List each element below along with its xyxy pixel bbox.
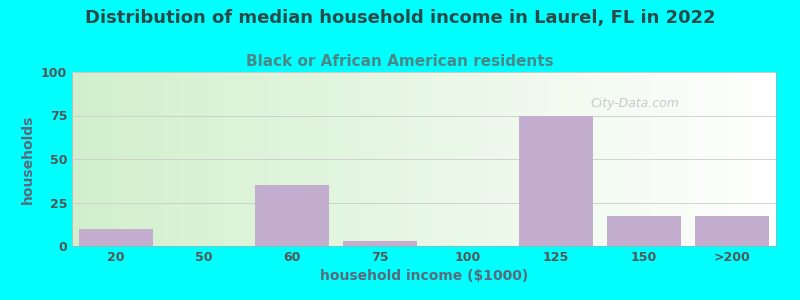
- Bar: [606, 216, 682, 246]
- Y-axis label: households: households: [22, 114, 35, 204]
- Bar: [694, 216, 770, 246]
- Bar: [518, 116, 594, 246]
- X-axis label: household income ($1000): household income ($1000): [320, 269, 528, 284]
- Text: City-Data.com: City-Data.com: [590, 97, 680, 110]
- Text: Black or African American residents: Black or African American residents: [246, 54, 554, 69]
- Bar: [78, 229, 154, 246]
- Bar: [342, 241, 418, 246]
- Text: Distribution of median household income in Laurel, FL in 2022: Distribution of median household income …: [85, 9, 715, 27]
- Bar: [254, 185, 330, 246]
